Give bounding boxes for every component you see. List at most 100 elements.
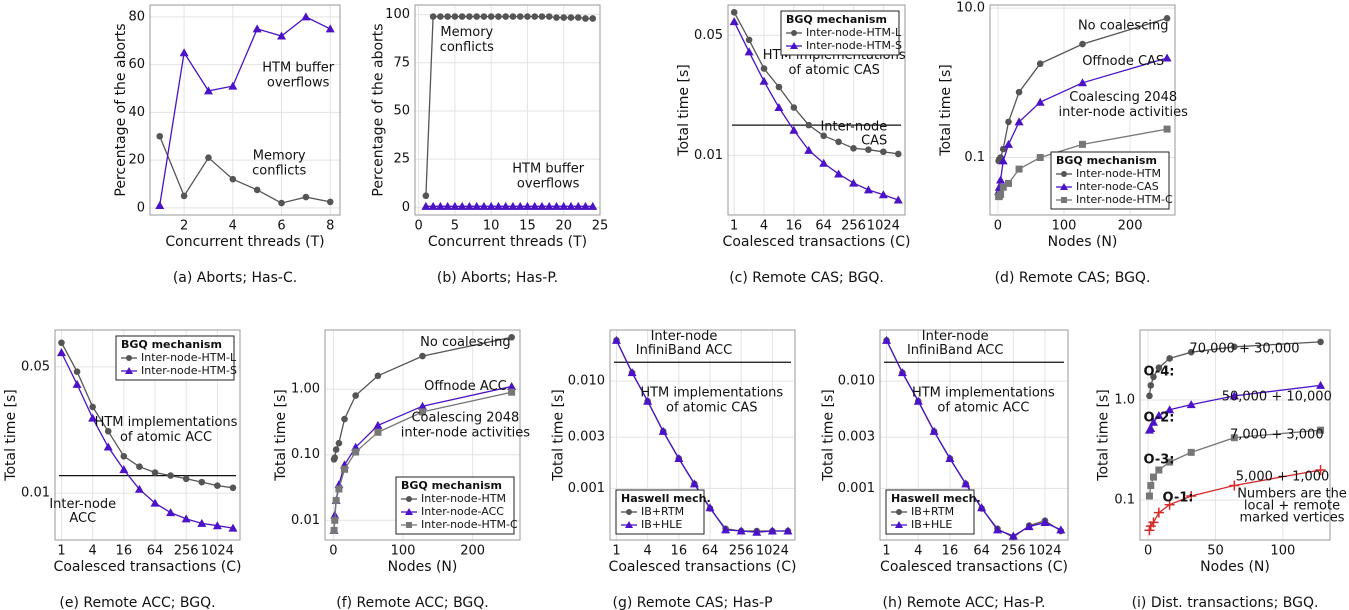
marker — [104, 427, 112, 435]
legend-marker — [791, 30, 797, 36]
marker — [705, 503, 715, 512]
x-axis-label: Concurrent threads (T) — [428, 234, 587, 250]
x-tick-label: 100 — [1270, 544, 1295, 559]
marker — [589, 15, 597, 22]
y-tick-label: 75 — [393, 55, 410, 70]
y-tick-label: 80 — [128, 9, 145, 24]
legend-label: IB+HLE — [911, 518, 952, 531]
x-axis-label: Nodes (N) — [388, 559, 458, 575]
marker — [301, 12, 311, 21]
marker — [472, 201, 482, 210]
marker — [1166, 458, 1174, 466]
marker — [627, 368, 637, 377]
marker — [893, 195, 903, 204]
marker — [882, 335, 892, 344]
marker — [783, 526, 793, 535]
marker — [1315, 465, 1326, 475]
reference-label: ACC — [69, 511, 96, 526]
marker — [1230, 434, 1238, 442]
marker — [56, 348, 66, 357]
reference-label: Inter-node — [651, 329, 718, 344]
legend-label: IB+HLE — [641, 518, 682, 531]
marker — [429, 13, 437, 20]
x-tick-label: 6 — [277, 219, 285, 234]
legend-label: Inter-node-HTM-S — [806, 39, 902, 52]
marker — [1147, 482, 1155, 490]
marker — [335, 439, 343, 447]
y-axis-label: Total time [s] — [938, 64, 954, 156]
y-tick-label: 50 — [393, 103, 410, 118]
legend-label: Inter-node-HTM-C — [1076, 193, 1173, 206]
x-tick-label: 0 — [994, 219, 1002, 234]
marker — [479, 201, 489, 210]
marker — [674, 453, 684, 462]
marker — [834, 169, 844, 178]
marker — [480, 13, 488, 20]
marker — [759, 76, 769, 85]
marker — [894, 150, 902, 158]
x-tick-label: 100 — [391, 544, 416, 559]
x-tick-label: 15 — [519, 219, 536, 234]
x-tick-label: 200 — [1118, 219, 1143, 234]
marker — [1078, 78, 1087, 87]
marker — [156, 132, 164, 140]
y-tick-label: 60 — [128, 57, 145, 72]
marker — [155, 200, 165, 209]
marker — [1153, 507, 1164, 518]
marker — [508, 333, 515, 341]
plot-frame — [609, 329, 796, 541]
y-axis-label: Total time [s] — [273, 389, 289, 481]
marker — [508, 201, 518, 210]
reference-label: InfiniBand ACC — [907, 343, 1003, 358]
marker — [1040, 518, 1050, 527]
marker — [790, 104, 798, 111]
marker — [1154, 411, 1164, 420]
marker — [560, 14, 568, 21]
marker — [865, 146, 872, 153]
marker — [418, 401, 427, 410]
x-tick-label: 200 — [460, 544, 485, 559]
plot-frame — [324, 329, 521, 541]
marker — [1186, 491, 1197, 502]
annotation: overflows — [267, 76, 330, 91]
marker — [1015, 165, 1023, 173]
marker — [736, 526, 746, 535]
x-tick-label: 0 — [1144, 544, 1152, 559]
marker — [1165, 405, 1175, 414]
marker — [992, 525, 1002, 534]
annotation: HTM implementations — [640, 386, 783, 401]
annotation: No coalescing — [420, 335, 511, 350]
marker — [166, 508, 176, 517]
annotation: HTM buffer — [262, 61, 335, 76]
marker — [473, 13, 480, 20]
plot-frame — [54, 329, 241, 541]
x-tick-label: 4 — [89, 544, 97, 559]
x-tick-label: 10 — [483, 219, 500, 234]
y-axis-label: Total time [s] — [3, 389, 19, 481]
marker — [721, 525, 731, 534]
x-tick-label: 256 — [174, 544, 199, 559]
y-axis-label: Percentage of the aborts — [371, 23, 387, 196]
marker — [515, 201, 525, 210]
marker — [502, 13, 509, 20]
marker — [330, 526, 338, 534]
x-tick-label: 1 — [612, 544, 620, 559]
annotation: HTM buffer — [512, 161, 585, 176]
marker — [588, 201, 598, 210]
x-axis-label: Coalesced transactions (C) — [54, 559, 242, 575]
x-tick-label: 16 — [116, 544, 133, 559]
annotation: O-4: — [1144, 365, 1175, 380]
marker — [1036, 154, 1044, 162]
reference-label: Inter-node — [922, 329, 989, 344]
x-tick-label: 8 — [326, 219, 334, 234]
marker — [789, 125, 799, 134]
marker — [559, 201, 569, 210]
x-tick-label: 64 — [702, 544, 719, 559]
legend-marker — [626, 509, 632, 515]
marker — [212, 521, 222, 530]
y-tick-label: 0.01 — [694, 148, 723, 163]
marker — [428, 201, 438, 210]
panel: 1 4 16 64 256 1024 0.01 0.05 Coalesced transacti… — [676, 4, 910, 286]
marker — [437, 13, 444, 20]
